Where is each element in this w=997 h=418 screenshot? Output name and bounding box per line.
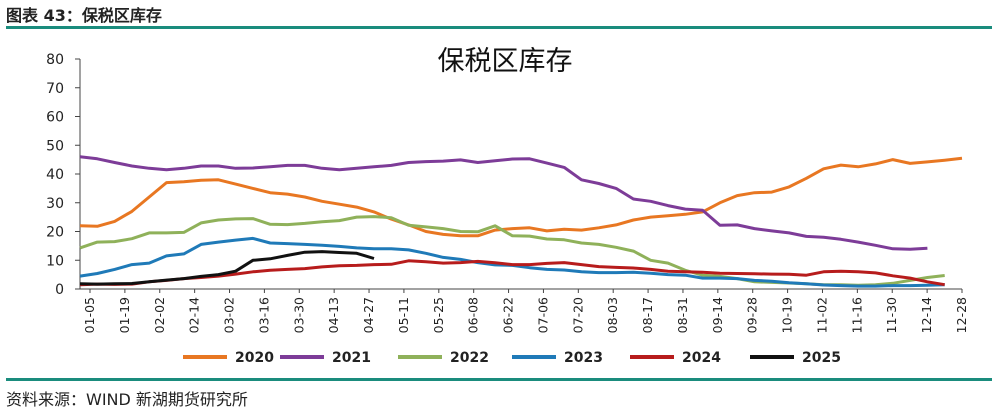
legend-label-2022: 2022	[450, 350, 489, 366]
x-tick-label: 08-03	[605, 297, 620, 333]
x-tick-label: 10-19	[780, 297, 795, 333]
x-tick-label: 02-14	[187, 297, 202, 333]
x-tick-label: 07-06	[535, 297, 550, 333]
series-line-2021	[79, 155, 928, 251]
figure-caption: 图表 43：保税区库存	[6, 6, 162, 25]
y-tick-label: 0	[55, 282, 64, 298]
legend-label-2023: 2023	[564, 350, 603, 366]
y-tick-label: 40	[46, 167, 64, 183]
x-tick-label: 11-16	[849, 297, 864, 333]
y-tick-label: 20	[46, 225, 64, 241]
x-tick-label: 03-30	[291, 297, 306, 333]
y-tick-label: 70	[46, 81, 64, 97]
source-note: 资料来源：WIND 新湖期货研究所	[6, 390, 248, 409]
x-tick-label: 05-11	[396, 297, 411, 333]
series-line-2025	[79, 250, 375, 286]
y-tick-label: 30	[46, 196, 64, 212]
x-tick-label: 12-14	[919, 297, 934, 333]
y-axis: 0 10 20 30 40 50 60 70 80	[46, 52, 81, 298]
chart-title: 保税区库存	[438, 46, 573, 77]
y-tick-label: 50	[46, 138, 64, 154]
x-tick-label: 04-13	[326, 297, 341, 333]
x-tick-label: 09-14	[710, 297, 725, 333]
series-line-2024	[79, 259, 945, 287]
x-tick-label: 07-20	[570, 297, 585, 333]
x-tick-label: 01-19	[117, 297, 132, 333]
legend-label-2025: 2025	[802, 350, 841, 366]
y-tick-label: 60	[46, 110, 64, 126]
x-tick-label: 09-28	[745, 297, 760, 333]
x-tick-label: 01-05	[82, 297, 97, 333]
x-tick-label: 03-16	[256, 297, 271, 333]
x-tick-label: 08-17	[640, 297, 655, 333]
x-tick-label: 06-08	[466, 297, 481, 333]
y-tick-label: 80	[46, 52, 64, 68]
series-line-2023	[79, 236, 945, 288]
plot-series	[79, 155, 963, 288]
series-line-2020	[79, 156, 963, 238]
legend-label-2021: 2021	[332, 350, 371, 366]
x-tick-label: 02-02	[152, 297, 167, 333]
bottom-divider	[6, 378, 992, 381]
x-tick-label: 08-31	[675, 297, 690, 333]
legend-label-2024: 2024	[682, 350, 721, 366]
x-tick-label: 03-02	[222, 297, 237, 333]
x-tick-label: 06-22	[501, 297, 516, 333]
legend-label-2020: 2020	[235, 350, 274, 366]
x-tick-label: 12-28	[954, 297, 969, 333]
top-divider	[6, 26, 992, 29]
legend: 2020 2021 2022 2023 2024 2025	[183, 350, 841, 366]
x-tick-label: 11-02	[814, 297, 829, 333]
x-tick-label: 05-25	[431, 297, 446, 333]
x-tick-label: 04-27	[361, 297, 376, 333]
x-axis: 01-05 01-19 02-02 02-14 03-02 03-16 03-30 04-13…	[80, 288, 969, 333]
y-tick-label: 10	[46, 253, 64, 269]
x-tick-label: 11-30	[884, 297, 899, 333]
